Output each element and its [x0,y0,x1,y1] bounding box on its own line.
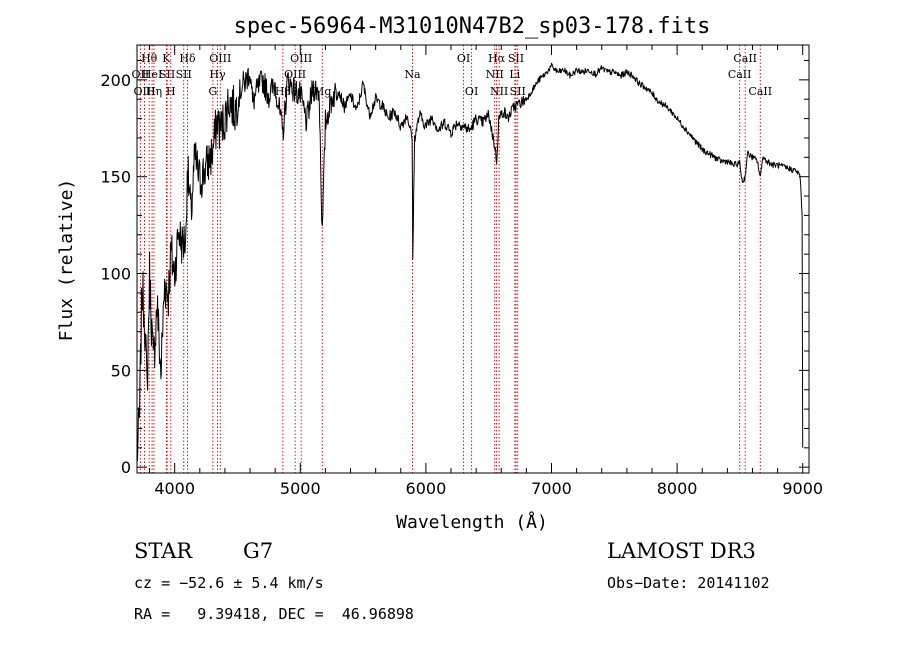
x-tick-label: 7000 [531,479,572,498]
cz-label: cz = −52.6 ± 5.4 km/s [134,574,324,592]
y-tick-label: 100 [100,265,131,284]
marker-label: CaII [748,85,772,98]
marker-label: HeI [142,68,162,81]
marker-label: Na [404,68,421,81]
spectrum-series [136,62,804,462]
marker-label: OIII [290,52,312,65]
marker-label: OIII [209,52,231,65]
marker-label: Hδ [179,52,196,65]
class-label: STAR [134,539,193,563]
y-tick-label: 0 [121,458,131,477]
y-tick-label: 50 [111,361,131,380]
marker-label: G [208,85,217,98]
marker-label: SII [508,52,524,65]
y-tick-label: 150 [100,168,131,187]
y-axis-label: Flux (relative) [56,179,77,342]
marker-label: Hα [488,52,506,65]
x-tick-label: 5000 [280,479,321,498]
marker-label: NII [486,68,504,81]
coords-label: RA = 9.39418, DEC = 46.96898 [134,605,414,623]
marker-label: H [166,85,176,98]
subclass-label: G7 [243,539,273,563]
marker-label: K [162,52,171,65]
chart-title: spec-56964-M31010N47B2_sp03-178.fits [234,14,711,39]
plot-frame [136,44,810,474]
marker-label: OIII [284,68,306,81]
marker-label: CaII [728,68,752,81]
marker-label: CaII [733,52,757,65]
x-tick-label: 8000 [657,479,698,498]
marker-label: Hθ [141,52,158,65]
axes: 4000 5000 6000 7000 8000 9000 0 50 100 150 200 [100,45,823,498]
marker-label: OI [457,52,470,65]
x-axis-label: Wavelength (Å) [396,511,548,533]
marker-label: SII [510,85,526,98]
marker-label: Hη [146,85,162,98]
marker-label: NII [490,85,508,98]
survey-label: LAMOST DR3 [607,539,756,563]
y-tick-label: 200 [100,71,131,90]
spectrum-line [136,62,804,462]
marker-label: OIII [134,85,156,98]
x-tick-label: 4000 [154,479,195,498]
x-tick-label: 6000 [406,479,447,498]
obs-date-label: Obs−Date: 20141102 [607,574,770,592]
marker-label: Li [509,68,520,81]
marker-label: Hγ [209,68,226,81]
x-tick-label: 9000 [782,479,823,498]
marker-label: SII [176,68,192,81]
marker-label: OI [465,85,478,98]
marker-label: SII [159,68,175,81]
